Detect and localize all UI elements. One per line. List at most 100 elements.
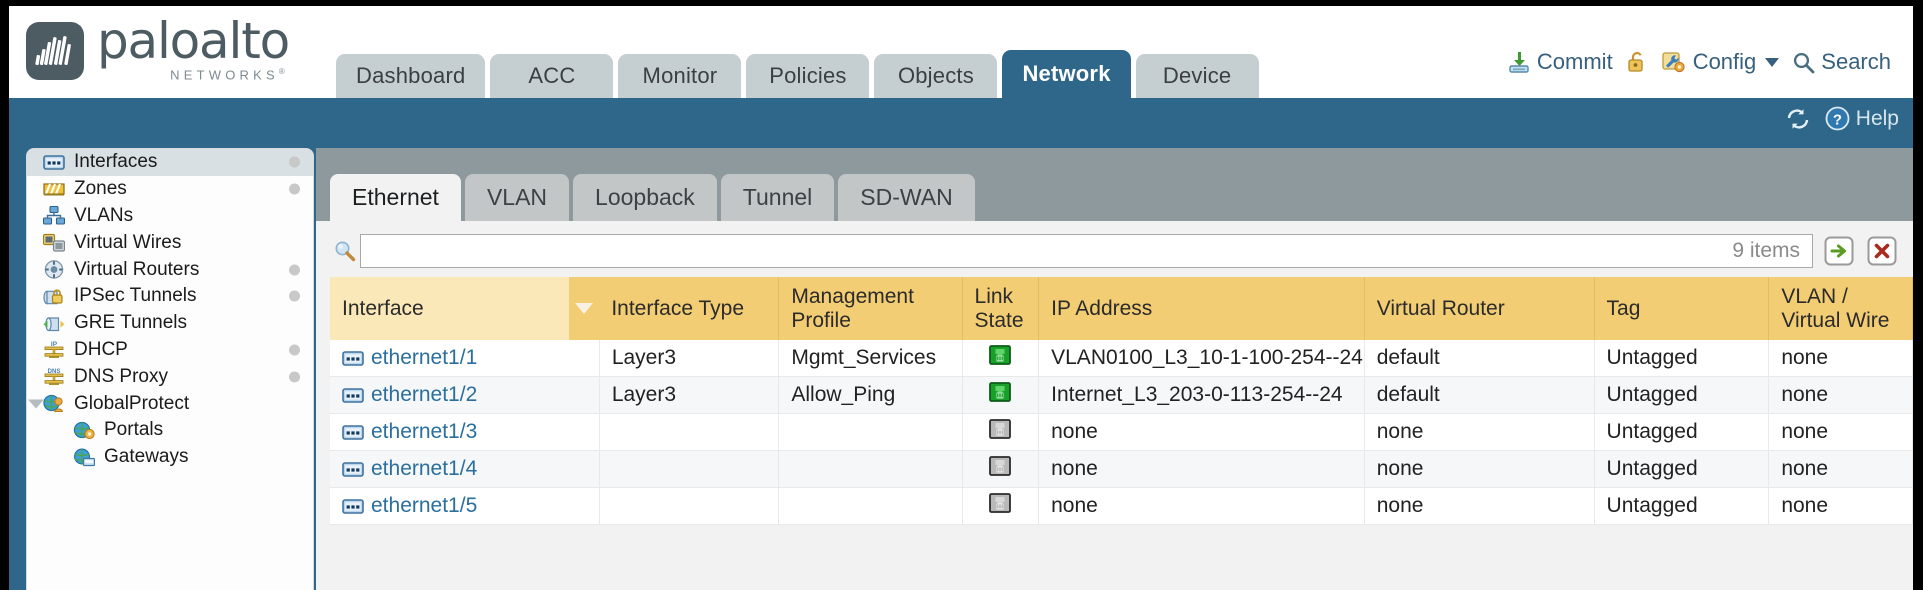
commit-button[interactable]: Commit (1507, 49, 1613, 75)
search-magnifier-icon[interactable] (330, 239, 360, 263)
nav-tab-monitor[interactable]: Monitor (618, 54, 742, 98)
tab-sd-wan[interactable]: SD-WAN (838, 174, 975, 221)
vlan-wire-value: none (1781, 383, 1829, 407)
tab-tunnel[interactable]: Tunnel (720, 174, 835, 221)
table-row[interactable]: ethernet1/5 none none Untagged none (330, 487, 1913, 526)
sidebar-item-label: Virtual Routers (74, 258, 200, 280)
table-column-header-interface[interactable]: Interface (330, 277, 600, 341)
interface-port-icon (342, 497, 364, 516)
interface-link[interactable]: ethernet1/5 (371, 494, 478, 518)
vlan-wire-cell: none (1768, 487, 1913, 526)
nav-tab-label: Network (1022, 61, 1111, 86)
management-profile-cell: Allow_Ping (778, 376, 963, 415)
sidebar-item-gateways[interactable]: Gateways (27, 444, 313, 471)
sidebar-item-ipsec-tunnels[interactable]: IPSec Tunnels (27, 283, 313, 310)
interface-link[interactable]: ethernet1/1 (371, 346, 478, 370)
sidebar-item-status-dot (289, 344, 300, 356)
virtual-router-value: none (1376, 457, 1424, 481)
table-column-header-virtual-router[interactable]: Virtual Router (1364, 277, 1595, 341)
link-state-cell (962, 450, 1040, 489)
chevron-down-icon (1765, 57, 1780, 67)
window-edge-top (0, 0, 1923, 6)
sidebar-item-status-dot (289, 290, 300, 302)
sidebar-item-label: Interfaces (74, 151, 158, 173)
clear-filter-button[interactable] (1865, 234, 1899, 268)
nav-tab-label: Dashboard (356, 63, 466, 88)
link-state-cell (962, 487, 1040, 526)
table-row[interactable]: ethernet1/2 Layer3 Allow_Ping Internet_L3_… (330, 376, 1913, 415)
nav-tab-objects[interactable]: Objects (874, 54, 998, 98)
table-column-header-tag[interactable]: Tag (1594, 277, 1770, 341)
table-column-header-vlan-virtual-wire[interactable]: VLAN / Virtual Wire (1768, 277, 1913, 341)
expand-collapse-caret-icon[interactable] (28, 399, 44, 409)
help-button[interactable]: ? Help (1825, 106, 1899, 131)
sidebar-item-portals[interactable]: Portals (27, 417, 313, 444)
sidebar-item-globalprotect[interactable]: GlobalProtect (27, 390, 313, 417)
table-column-header-ip-address[interactable]: IP Address (1038, 277, 1365, 341)
interface-name-cell[interactable]: ethernet1/4 (330, 450, 600, 489)
nav-tab-device[interactable]: Device (1135, 54, 1259, 98)
interface-link[interactable]: ethernet1/3 (371, 420, 478, 444)
tab-loopback[interactable]: Loopback (573, 174, 717, 221)
table-row[interactable]: ethernet1/4 none none Untagged none (330, 450, 1913, 489)
sidebar-item-label: DNS Proxy (74, 365, 168, 387)
filter-bar: 9 items (330, 231, 1899, 271)
nav-tab-policies[interactable]: Policies (746, 54, 870, 98)
search-button[interactable]: Search (1792, 49, 1891, 75)
tab-vlan[interactable]: VLAN (464, 174, 570, 221)
nav-tab-acc[interactable]: ACC (490, 54, 614, 98)
interface-link[interactable]: ethernet1/4 (371, 457, 478, 481)
tag-cell: Untagged (1594, 413, 1770, 452)
config-menu-button[interactable]: Config (1661, 49, 1780, 75)
nav-tab-label: Policies (769, 63, 847, 88)
ipsec-tunnels-icon (41, 285, 67, 307)
svg-text:?: ? (1833, 111, 1842, 128)
tab-label: Tunnel (742, 184, 813, 210)
brand-name: paloalto (97, 12, 290, 70)
search-input[interactable]: 9 items (360, 234, 1813, 268)
ip-address-cell: Internet_L3_203-0-113-254--24 (1038, 376, 1365, 415)
sidebar-item-gre-tunnels[interactable]: GRE Tunnels (27, 310, 313, 337)
sort-descending-icon[interactable] (569, 277, 600, 341)
sidebar-item-virtual-routers[interactable]: Virtual Routers (27, 256, 313, 283)
interface-port-icon (342, 460, 364, 479)
table-row[interactable]: ethernet1/3 none none Untagged none (330, 413, 1913, 452)
interface-port-icon (342, 386, 364, 405)
paloalto-bars-logo-icon (26, 22, 84, 81)
ip-address-value: none (1051, 420, 1098, 444)
sidebar-item-label: DHCP (74, 338, 128, 360)
management-profile-cell (778, 450, 963, 489)
link-state-cell (962, 376, 1040, 415)
interface-name-cell[interactable]: ethernet1/2 (330, 376, 600, 415)
interface-link[interactable]: ethernet1/2 (371, 383, 478, 407)
interface-name-cell[interactable]: ethernet1/3 (330, 413, 600, 452)
ip-address-value: none (1051, 494, 1098, 518)
table-column-header-link-state[interactable]: Link State (962, 277, 1040, 341)
table-column-header-interface-type[interactable]: Interface Type (599, 277, 780, 341)
sidebar-item-zones[interactable]: Zones (27, 176, 313, 203)
help-question-icon: ? (1825, 106, 1850, 131)
refresh-icon[interactable] (1785, 107, 1811, 131)
interface-name-cell[interactable]: ethernet1/1 (330, 340, 600, 378)
apply-filter-button[interactable] (1822, 234, 1856, 268)
sidebar-item-vlans[interactable]: VLANs (27, 203, 313, 230)
nav-tab-network[interactable]: Network (1002, 50, 1131, 98)
sidebar-item-virtual-wires[interactable]: Virtual Wires (27, 229, 313, 256)
header-actions: Commit (1507, 44, 1891, 80)
sub-header-bar: ? Help (9, 98, 1913, 150)
nav-tab-dashboard[interactable]: Dashboard (336, 54, 486, 98)
table-body: ethernet1/1 Layer3 Mgmt_Services VLAN0100_… (330, 340, 1913, 526)
sidebar-item-dns-proxy[interactable]: DNS DNS Proxy (27, 363, 313, 390)
table-column-header-management-profile[interactable]: Management Profile (778, 277, 963, 341)
brand-logo[interactable]: paloalto NETWORKS® (26, 12, 290, 84)
sidebar-item-dhcp[interactable]: IP DHCP (27, 337, 313, 364)
management-profile-cell (778, 413, 963, 452)
interfaces-table: Interface Interface Type Management Profil… (330, 277, 1913, 526)
tab-ethernet[interactable]: Ethernet (330, 174, 461, 221)
virtual-router-cell: default (1364, 340, 1595, 378)
table-row[interactable]: ethernet1/1 Layer3 Mgmt_Services VLAN0100_… (330, 340, 1913, 378)
unlock-padlock-button[interactable] (1626, 50, 1648, 74)
sidebar-item-interfaces[interactable]: Interfaces (27, 149, 313, 176)
interface-name-cell[interactable]: ethernet1/5 (330, 487, 600, 526)
